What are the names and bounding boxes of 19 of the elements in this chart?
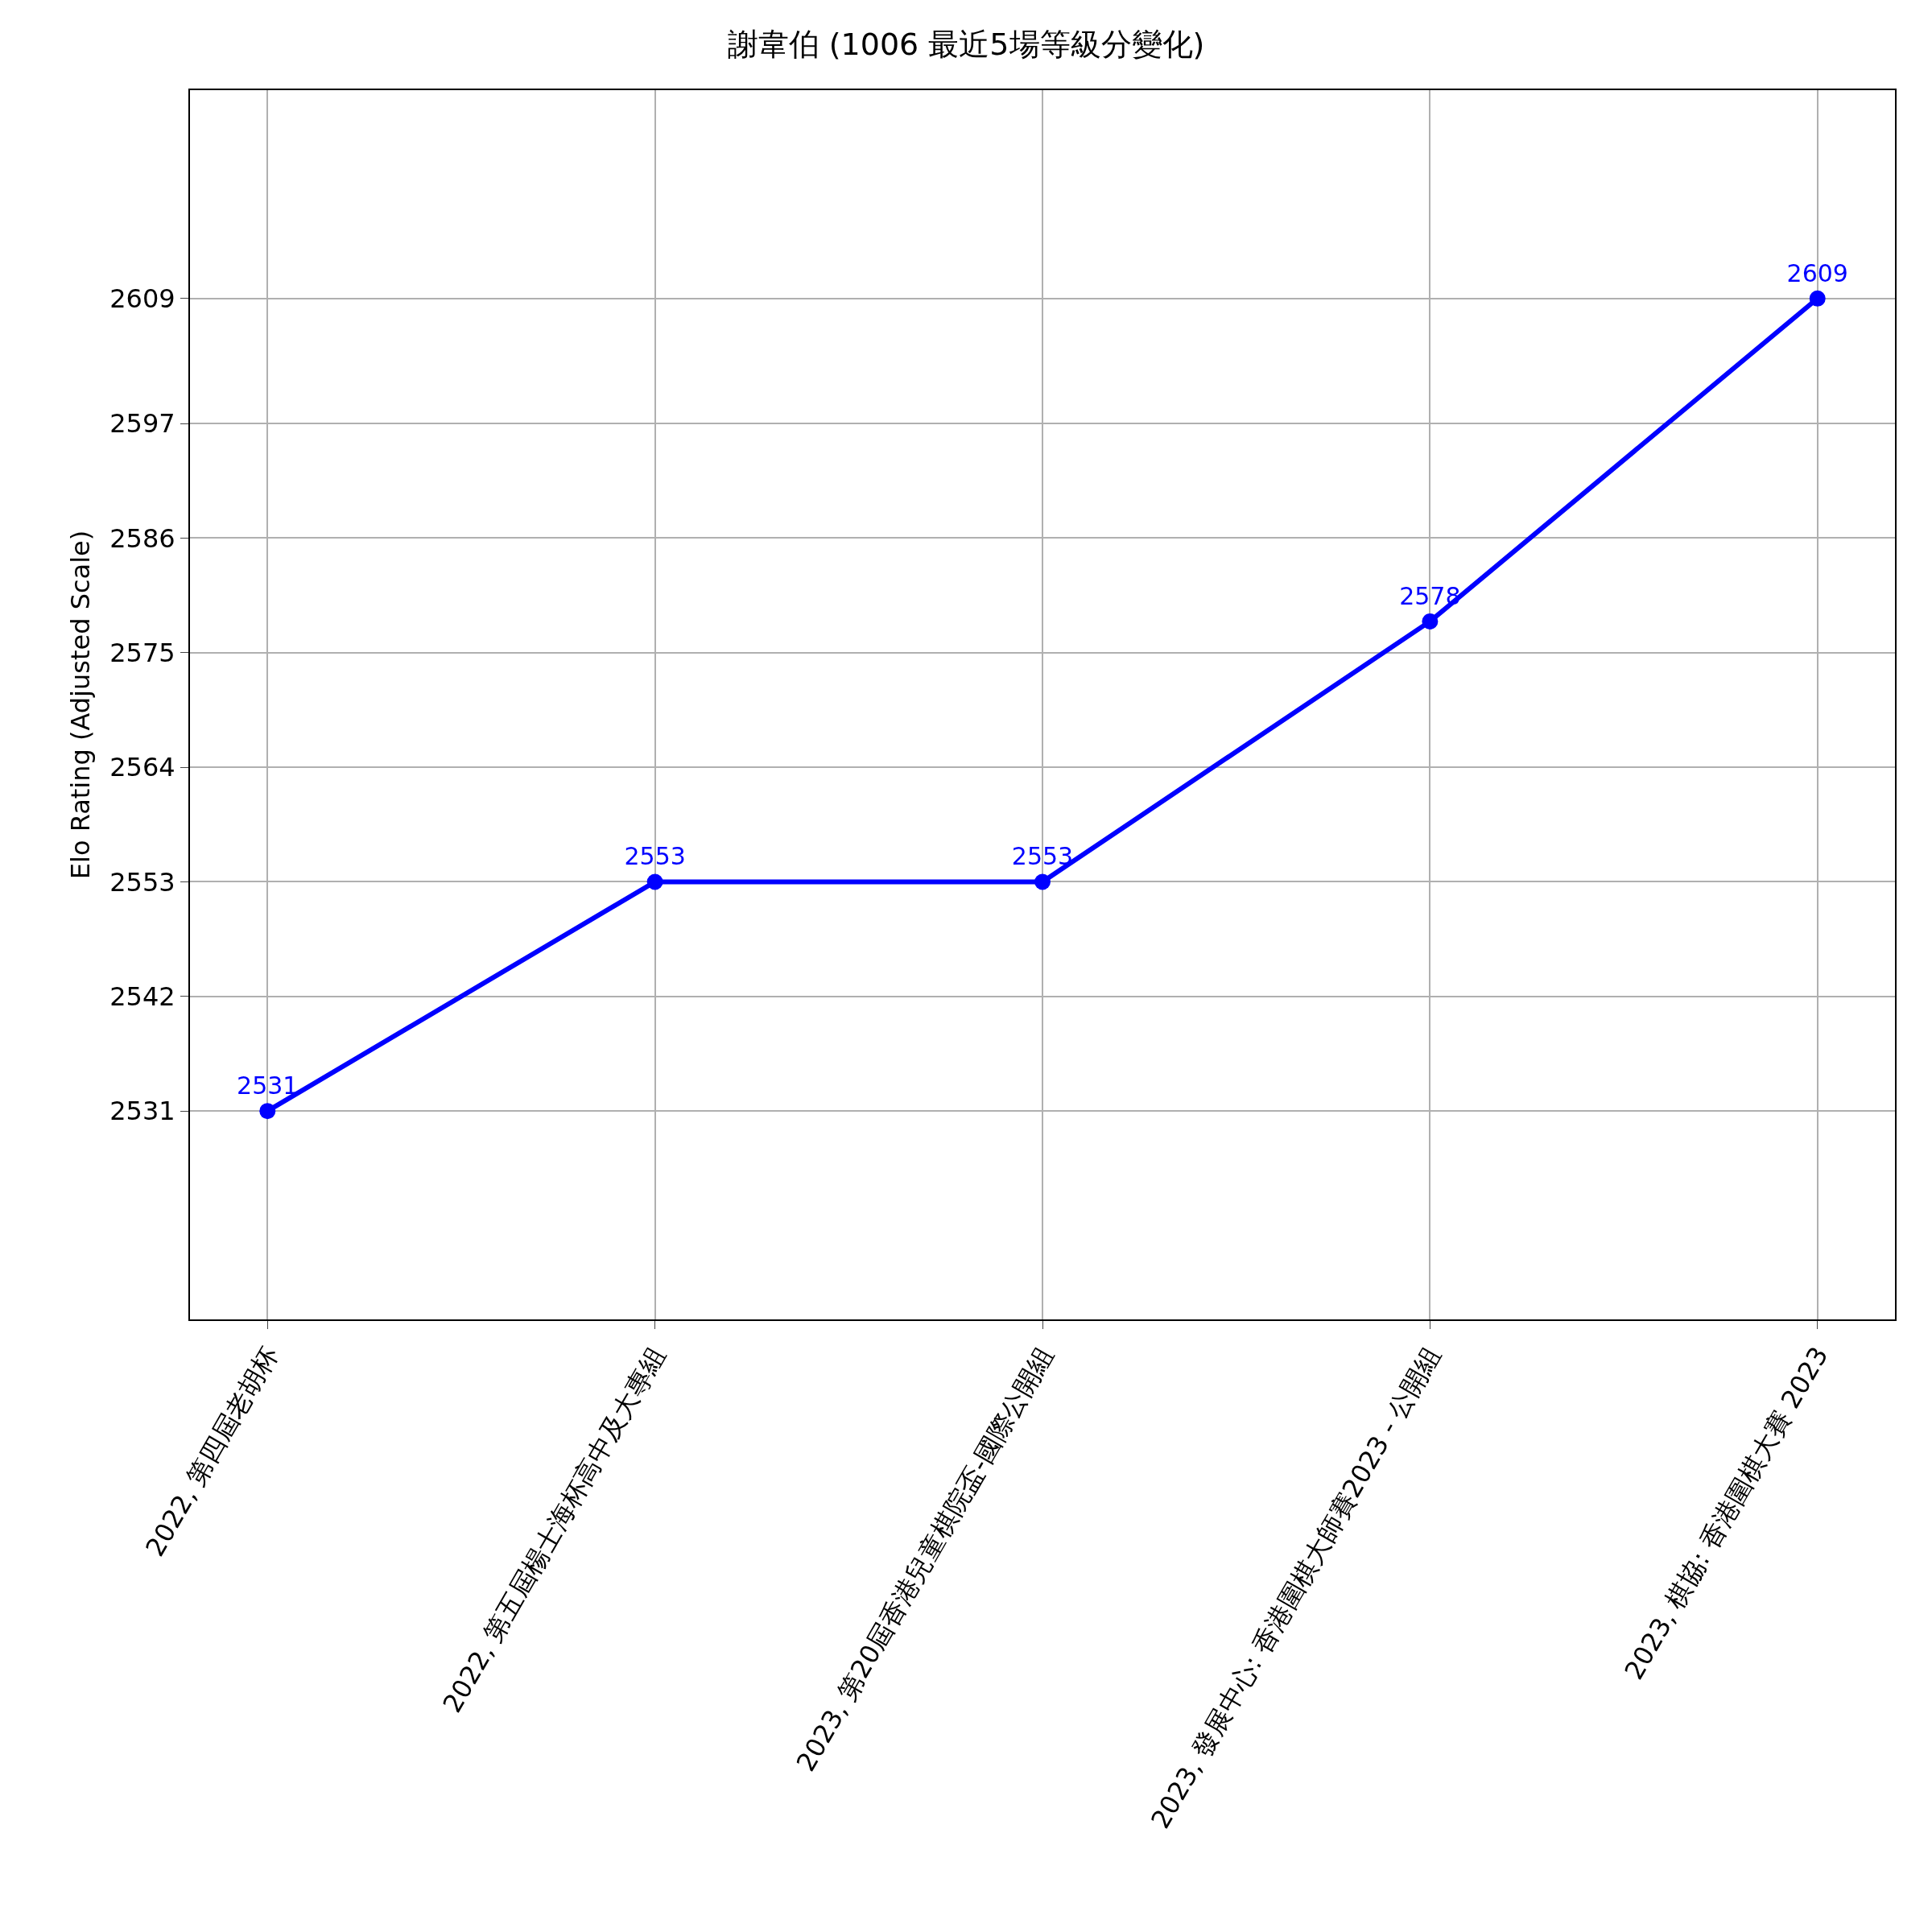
y-tick-label: 2531 bbox=[109, 1096, 175, 1127]
y-tick-label: 2586 bbox=[109, 522, 175, 554]
y-tick-label: 2564 bbox=[109, 752, 175, 783]
y-tick-label: 2609 bbox=[109, 283, 175, 315]
point bbox=[1034, 873, 1051, 890]
point bbox=[259, 1103, 276, 1120]
y-tick-label: 2542 bbox=[109, 981, 175, 1013]
data-label: 2553 bbox=[624, 842, 686, 871]
y-tick-label: 2575 bbox=[109, 638, 175, 668]
data-label: 2553 bbox=[1011, 842, 1074, 871]
data-label: 2609 bbox=[1786, 258, 1848, 287]
point bbox=[1422, 613, 1439, 630]
y-tick-label: 2597 bbox=[109, 408, 175, 440]
chart-title: 謝韋伯 (1006 最近5場等級分變化) bbox=[727, 27, 1205, 63]
point bbox=[646, 873, 663, 890]
data-label: 2531 bbox=[237, 1071, 299, 1100]
point bbox=[1809, 290, 1826, 307]
y-tick-label: 2553 bbox=[109, 866, 175, 898]
y-axis-title: Elo Rating (Adjusted Scale) bbox=[64, 530, 96, 880]
